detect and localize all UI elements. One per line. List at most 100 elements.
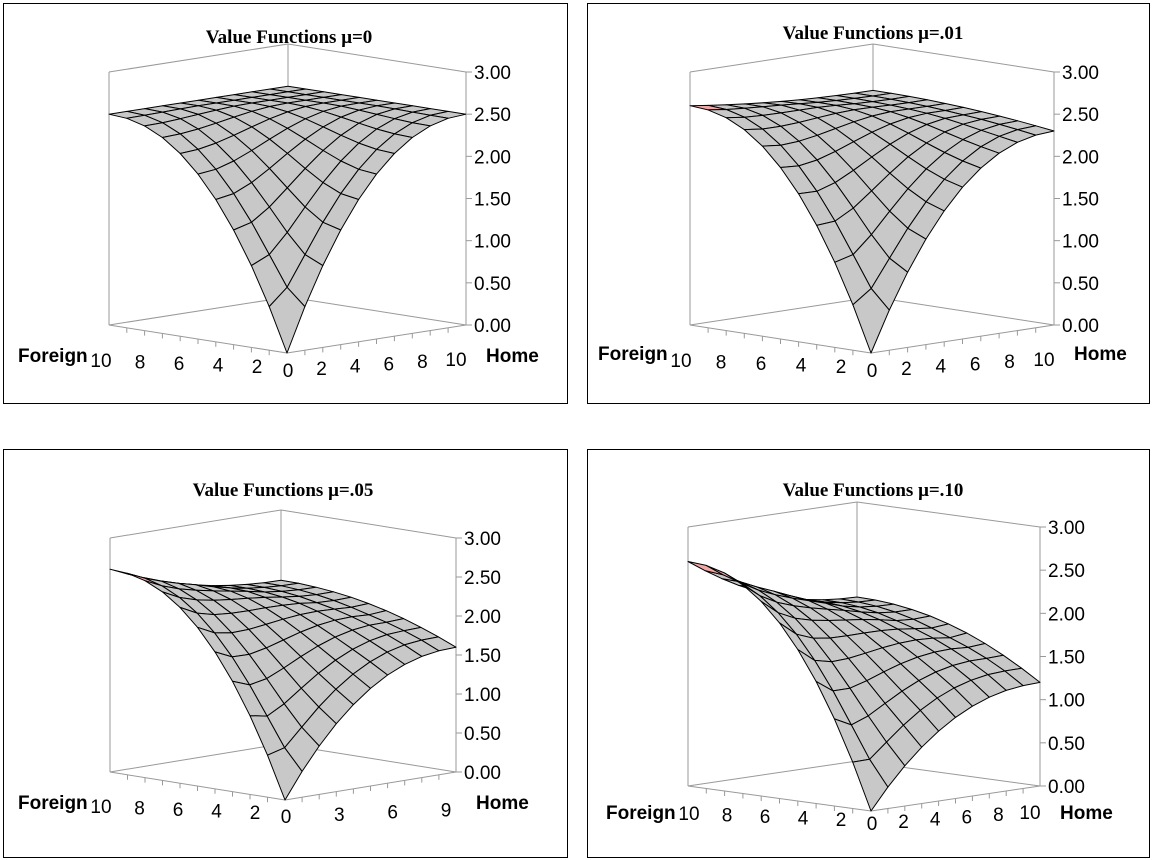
home-tick-label: 3 bbox=[334, 805, 345, 826]
foreign-tick-label: 4 bbox=[213, 356, 224, 377]
z-axis: 0.00 0.50 1.00 1.50 2.00 2.50 3.00 bbox=[456, 529, 501, 784]
foreign-tick-label: 10 bbox=[90, 797, 111, 818]
chart-frame bbox=[109, 509, 457, 803]
foreign-axis-title: Foreign bbox=[606, 803, 676, 824]
foreign-tick-label: 2 bbox=[250, 803, 261, 824]
chart-title: Value Functions μ=.10 bbox=[783, 480, 964, 501]
home-tick-label: 0 bbox=[281, 807, 292, 828]
frame-edge-top-right bbox=[280, 509, 457, 539]
z-tick-label: 2.00 bbox=[464, 607, 501, 628]
frame-floor-right bbox=[872, 296, 1055, 326]
frame-edge-top-right bbox=[872, 43, 1055, 73]
surface bbox=[109, 568, 457, 801]
foreign-axis-title: Foreign bbox=[18, 346, 88, 367]
foreign-tick-label: 6 bbox=[756, 354, 767, 375]
chart-panel-mu-01: 0.00 0.50 1.00 1.50 2.00 2.50 3.00 10 8 6 4 2 0 2 4 6 8 1… bbox=[587, 3, 1150, 404]
z-tick-label: 2.50 bbox=[464, 568, 501, 589]
z-tick-label: 3.00 bbox=[464, 529, 501, 550]
home-axis: 0 3 6 9 bbox=[281, 800, 452, 828]
home-tick-label: 6 bbox=[962, 807, 973, 828]
foreign-tick-label: 6 bbox=[173, 800, 184, 821]
frame-edge-top-left bbox=[109, 509, 282, 539]
z-tick-label: 1.00 bbox=[1048, 691, 1085, 712]
z-axis: 0.00 0.50 1.00 1.50 2.00 2.50 3.00 bbox=[1054, 63, 1099, 337]
frame-floor-left bbox=[108, 296, 289, 326]
frame-floor-left bbox=[109, 743, 282, 773]
foreign-tick-label: 8 bbox=[135, 353, 146, 374]
z-tick-label: 1.00 bbox=[474, 232, 511, 253]
surface-cell bbox=[268, 286, 306, 354]
home-axis: 0 2 4 6 8 10 bbox=[867, 803, 1041, 835]
home-tick-label: 8 bbox=[993, 805, 1004, 826]
z-tick-label: 0.00 bbox=[1062, 316, 1099, 337]
z-tick-label: 3.00 bbox=[1048, 518, 1085, 539]
z-tick-label: 3.00 bbox=[474, 63, 511, 84]
foreign-tick-label: 2 bbox=[836, 357, 847, 378]
home-tick-label: 4 bbox=[350, 357, 361, 378]
home-tick-label: 6 bbox=[384, 354, 395, 375]
z-tick-label: 1.50 bbox=[1048, 648, 1085, 669]
z-tick-label: 0.00 bbox=[464, 763, 501, 784]
foreign-axis: 10 8 6 4 2 bbox=[90, 797, 260, 824]
surface bbox=[687, 561, 1041, 812]
foreign-axis: 10 8 6 4 2 bbox=[678, 804, 846, 831]
z-tick-label: 1.50 bbox=[474, 190, 511, 211]
foreign-tick-label: 10 bbox=[670, 351, 691, 372]
surface-cell bbox=[687, 561, 724, 576]
home-tick-label: 10 bbox=[1033, 350, 1054, 371]
home-tick-label: 2 bbox=[901, 359, 912, 380]
z-tick-label: 2.50 bbox=[1062, 105, 1099, 126]
surface bbox=[108, 85, 467, 354]
home-tick-label: 8 bbox=[417, 352, 428, 373]
chart-panel-mu-0: 0.00 0.50 1.00 1.50 2.00 2.50 3.00 10 8 6 4 2 0 2 4 6 8 1… bbox=[3, 3, 568, 404]
chart-panel-mu-05: 0.00 0.50 1.00 1.50 2.00 2.50 3.00 10 8 6 4 2 0 3 6 9 Fo… bbox=[3, 449, 568, 858]
z-tick-label: 2.50 bbox=[1048, 561, 1085, 582]
chart-title: Value Functions μ=0 bbox=[206, 27, 373, 48]
frame-floor-right bbox=[287, 296, 467, 326]
home-tick-label: 0 bbox=[867, 361, 878, 382]
surface bbox=[689, 89, 1055, 354]
foreign-tick-label: 8 bbox=[134, 799, 145, 820]
home-tick-label: 10 bbox=[445, 350, 466, 371]
foreign-tick-label: 8 bbox=[722, 806, 733, 827]
frame-edge-top-left bbox=[689, 43, 874, 73]
foreign-tick-label: 6 bbox=[174, 354, 185, 375]
chart-title: Value Functions μ=.05 bbox=[193, 480, 374, 501]
chart-panel-mu-10: 0.00 0.50 1.00 1.50 2.00 2.50 3.00 10 8 6 4 2 0 2 4 6 8 1… bbox=[587, 449, 1150, 858]
home-tick-label: 6 bbox=[387, 803, 398, 824]
frame-edge-top-left bbox=[687, 501, 858, 528]
frame-edge-top-right bbox=[287, 43, 467, 73]
z-tick-label: 0.50 bbox=[464, 724, 501, 745]
z-tick-label: 2.50 bbox=[474, 105, 511, 126]
z-tick-label: 2.00 bbox=[474, 147, 511, 168]
z-tick-label: 0.50 bbox=[1062, 274, 1099, 295]
foreign-tick-label: 4 bbox=[211, 802, 222, 823]
home-axis: 0 2 4 6 8 10 bbox=[283, 350, 467, 382]
foreign-axis: 10 8 6 4 2 bbox=[670, 351, 846, 378]
z-tick-label: 2.00 bbox=[1062, 147, 1099, 168]
frame-edge-top-right bbox=[856, 501, 1041, 528]
home-tick-label: 4 bbox=[936, 357, 947, 378]
foreign-tick-label: 2 bbox=[836, 810, 847, 831]
surface-cell bbox=[852, 758, 889, 812]
foreign-axis-title: Foreign bbox=[598, 344, 668, 365]
foreign-tick-label: 2 bbox=[252, 357, 263, 378]
home-tick-label: 4 bbox=[930, 810, 941, 831]
foreign-tick-label: 10 bbox=[678, 804, 699, 825]
z-tick-label: 1.50 bbox=[1062, 190, 1099, 211]
home-axis-title: Home bbox=[1060, 803, 1113, 824]
foreign-tick-label: 4 bbox=[796, 356, 807, 377]
surface-cell bbox=[852, 288, 890, 354]
z-tick-label: 0.00 bbox=[474, 316, 511, 337]
home-tick-label: 6 bbox=[970, 354, 981, 375]
z-tick-label: 0.50 bbox=[474, 274, 511, 295]
z-tick-label: 3.00 bbox=[1062, 63, 1099, 84]
home-axis: 0 2 4 6 8 10 bbox=[867, 350, 1055, 382]
z-tick-label: 1.00 bbox=[464, 685, 501, 706]
home-tick-label: 8 bbox=[1004, 352, 1015, 373]
foreign-axis-title: Foreign bbox=[18, 793, 88, 814]
foreign-tick-label: 6 bbox=[760, 807, 771, 828]
home-tick-label: 2 bbox=[898, 812, 909, 833]
